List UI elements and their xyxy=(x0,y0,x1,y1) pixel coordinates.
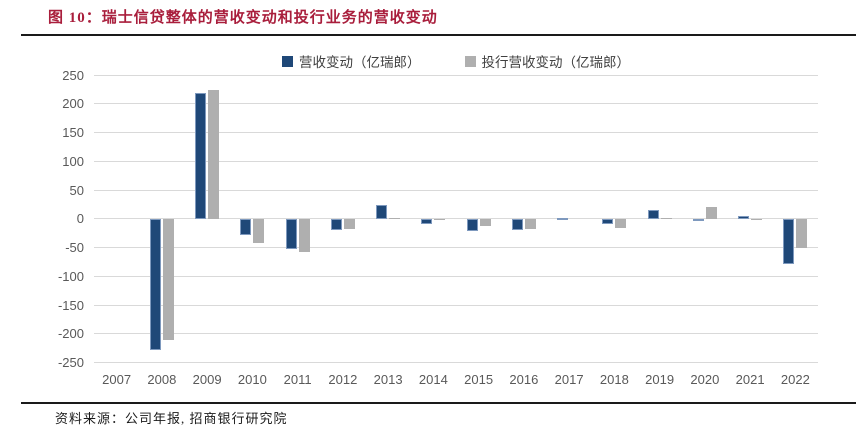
source-divider-line xyxy=(21,402,856,404)
bar-ib-revenue-change-2012 xyxy=(343,218,355,230)
legend-item-revenue-change: 营收变动（亿瑞郎） xyxy=(282,51,421,71)
gridline xyxy=(94,160,818,162)
bar-revenue-change-2010 xyxy=(240,218,252,236)
bar-ib-revenue-change-2015 xyxy=(479,218,491,226)
x-axis-tick-label-2013: 2013 xyxy=(373,372,403,387)
legend-item-ib-revenue-change: 投行营收变动（亿瑞郎） xyxy=(464,51,631,71)
y-axis-tick-label: 250 xyxy=(62,67,84,83)
y-axis-tick-label: -150 xyxy=(57,297,84,313)
x-axis-tick-label-2017: 2017 xyxy=(554,372,584,387)
bar-ib-revenue-change-2021 xyxy=(751,218,763,221)
x-axis-tick-label-2015: 2015 xyxy=(464,372,494,387)
y-axis-tick-label: -100 xyxy=(57,268,84,284)
bar-revenue-change-2020 xyxy=(692,218,704,221)
legend-swatch-revenue-change xyxy=(282,55,293,67)
x-axis-tick-label-2010: 2010 xyxy=(237,372,267,387)
bar-revenue-change-2015 xyxy=(466,218,478,231)
bar-revenue-change-2018 xyxy=(602,218,614,224)
y-axis-tick-label: -200 xyxy=(57,326,84,342)
bar-revenue-change-2012 xyxy=(330,218,342,230)
bar-ib-revenue-change-2011 xyxy=(298,218,310,253)
bar-ib-revenue-change-2022 xyxy=(796,218,808,249)
chart-legend: 营收变动（亿瑞郎） 投行营收变动（亿瑞郎） xyxy=(94,51,818,71)
y-axis-tick-label: 150 xyxy=(62,125,84,140)
bar-revenue-change-2011 xyxy=(285,218,297,250)
gridline xyxy=(94,74,818,76)
bar-revenue-change-2016 xyxy=(511,218,523,230)
y-axis-tick-label: -250 xyxy=(57,355,84,370)
legend-label-ib-revenue-change: 投行营收变动（亿瑞郎） xyxy=(481,55,631,70)
bar-revenue-change-2014 xyxy=(421,218,433,224)
bar-ib-revenue-change-2014 xyxy=(434,218,446,220)
x-axis-tick-label-2018: 2018 xyxy=(599,372,629,387)
y-axis-tick-label: -50 xyxy=(65,240,84,255)
bar-ib-revenue-change-2018 xyxy=(615,218,627,228)
figure-title: 图 10：瑞士信贷整体的营收变动和投行业务的营收变动 xyxy=(48,10,438,26)
bar-revenue-change-2021 xyxy=(738,216,750,219)
bar-ib-revenue-change-2013 xyxy=(389,218,401,220)
x-axis-tick-label-2020: 2020 xyxy=(690,372,720,387)
bar-revenue-change-2022 xyxy=(783,218,795,264)
gridline xyxy=(94,247,818,248)
gridline xyxy=(94,304,818,306)
x-axis-tick-label-2021: 2021 xyxy=(735,372,765,387)
bar-revenue-change-2017 xyxy=(557,217,569,220)
gridline xyxy=(94,362,818,363)
bar-revenue-change-2013 xyxy=(376,204,388,219)
x-axis-tick-label-2022: 2022 xyxy=(780,372,810,387)
gridline xyxy=(94,132,818,133)
legend-swatch-ib-revenue-change xyxy=(464,55,476,67)
y-axis-tick-label: 200 xyxy=(62,96,84,112)
bar-ib-revenue-change-2009 xyxy=(208,89,220,219)
x-axis-tick-label-2009: 2009 xyxy=(192,372,222,387)
bar-ib-revenue-change-2019 xyxy=(660,217,672,219)
x-axis-tick-label-2014: 2014 xyxy=(418,372,448,387)
y-axis-tick-label: 50 xyxy=(69,182,84,198)
x-axis-tick-label-2007: 2007 xyxy=(102,372,132,387)
x-axis-tick-label-2012: 2012 xyxy=(328,372,358,387)
bar-revenue-change-2009 xyxy=(195,93,207,219)
gridline xyxy=(94,103,818,105)
y-axis-tick-label: 100 xyxy=(62,153,84,169)
gridline xyxy=(94,189,818,191)
x-axis-tick-label-2011: 2011 xyxy=(283,372,312,387)
legend-label-revenue-change: 营收变动（亿瑞郎） xyxy=(299,55,421,70)
bar-revenue-change-2019 xyxy=(647,209,659,219)
title-divider-line xyxy=(21,34,856,36)
bar-ib-revenue-change-2020 xyxy=(705,207,717,219)
source-note: 资料来源：公司年报, 招商银行研究院 xyxy=(55,411,288,426)
x-axis-tick-label-2019: 2019 xyxy=(645,372,675,387)
bar-ib-revenue-change-2016 xyxy=(524,218,536,229)
x-axis-tick-label-2008: 2008 xyxy=(147,372,177,387)
bar-ib-revenue-change-2010 xyxy=(253,218,265,244)
gridline xyxy=(94,333,818,335)
bar-ib-revenue-change-2008 xyxy=(162,218,174,340)
gridline xyxy=(94,275,818,277)
y-axis-tick-label: 0 xyxy=(76,211,84,227)
bar-revenue-change-2008 xyxy=(149,218,161,350)
x-axis-tick-label-2016: 2016 xyxy=(509,372,539,387)
zero-axis-line xyxy=(94,218,818,220)
